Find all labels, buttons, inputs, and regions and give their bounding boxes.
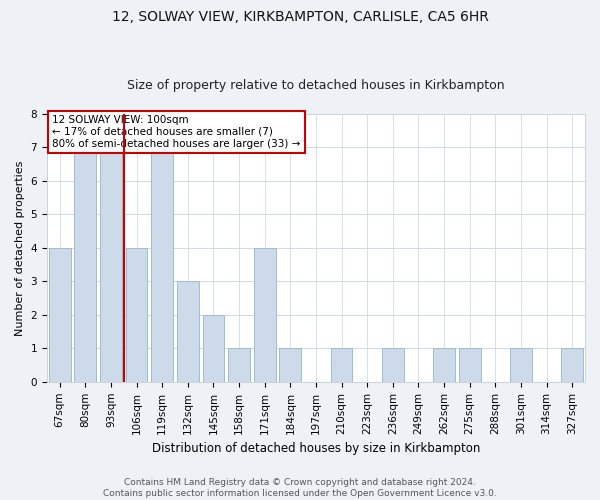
Bar	[280, 348, 301, 382]
Bar	[331, 348, 352, 382]
Bar	[49, 248, 71, 382]
X-axis label: Distribution of detached houses by size in Kirkbampton: Distribution of detached houses by size …	[152, 442, 480, 455]
Text: Contains HM Land Registry data © Crown copyright and database right 2024.
Contai: Contains HM Land Registry data © Crown c…	[103, 478, 497, 498]
Y-axis label: Number of detached properties: Number of detached properties	[15, 160, 25, 336]
Text: 12 SOLWAY VIEW: 100sqm
← 17% of detached houses are smaller (7)
80% of semi-deta: 12 SOLWAY VIEW: 100sqm ← 17% of detached…	[52, 116, 301, 148]
Bar	[177, 282, 199, 382]
Text: 12, SOLWAY VIEW, KIRKBAMPTON, CARLISLE, CA5 6HR: 12, SOLWAY VIEW, KIRKBAMPTON, CARLISLE, …	[112, 10, 488, 24]
Title: Size of property relative to detached houses in Kirkbampton: Size of property relative to detached ho…	[127, 79, 505, 92]
Bar	[561, 348, 583, 382]
Bar	[228, 348, 250, 382]
Bar	[125, 248, 148, 382]
Bar	[74, 148, 96, 382]
Bar	[510, 348, 532, 382]
Bar	[100, 148, 122, 382]
Bar	[254, 248, 275, 382]
Bar	[459, 348, 481, 382]
Bar	[151, 148, 173, 382]
Bar	[382, 348, 404, 382]
Bar	[203, 315, 224, 382]
Bar	[433, 348, 455, 382]
